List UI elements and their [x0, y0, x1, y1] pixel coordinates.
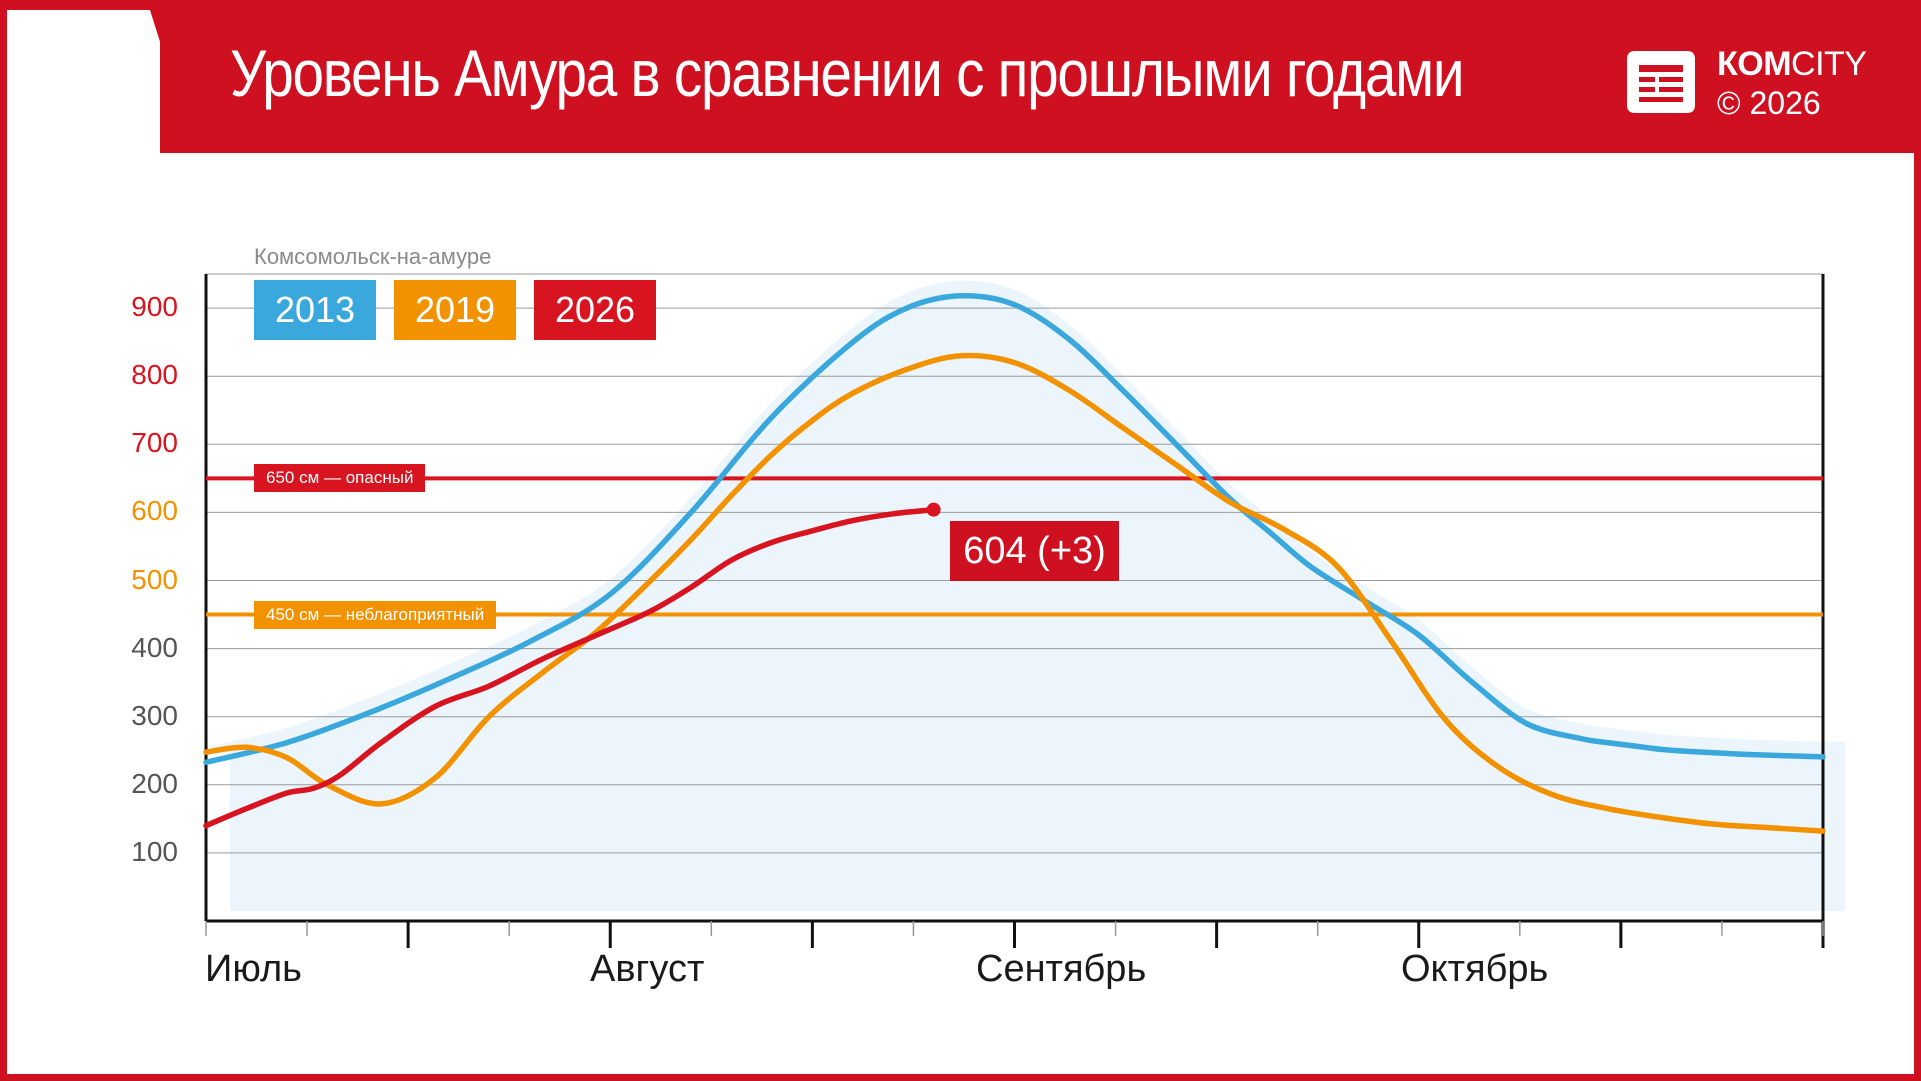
month-label-september: Сентябрь — [976, 948, 1147, 990]
month-label-october: Октябрь — [1401, 948, 1549, 990]
y-tick-label-700: 700 — [131, 427, 178, 459]
copyright: © 2026 — [1717, 85, 1821, 121]
y-tick-label-200: 200 — [131, 767, 178, 799]
newspaper-logo-icon — [1627, 51, 1695, 113]
y-tick-label-400: 400 — [131, 631, 178, 663]
y-tick-label-300: 300 — [131, 699, 178, 731]
y-tick-label-500: 500 — [131, 563, 178, 595]
location-label: Комсомольск-на-амуре — [254, 244, 492, 269]
threshold-label-unfavorable: 450 см — неблагоприятный — [254, 600, 497, 629]
threshold-label-dangerous: 650 см — опасный — [254, 464, 426, 493]
y-tick-label-600: 600 — [131, 495, 178, 527]
y-tick-label-800: 800 — [131, 359, 178, 391]
legend-item-2026: 2026 — [534, 280, 656, 340]
series-line-2013 — [203, 292, 1826, 766]
header-band — [0, 0, 1921, 153]
month-label-july: Июль — [205, 948, 302, 990]
current-level-callout: 604 (+3) — [950, 521, 1119, 581]
series-line-2019 — [203, 352, 1826, 834]
y-tick-label-100: 100 — [131, 835, 178, 867]
area-band-2013 — [206, 280, 1845, 911]
brand-name: КОМCITY — [1717, 45, 1867, 83]
legend-item-2019: 2019 — [394, 280, 516, 340]
page-title: Уровень Амура в сравнении с прошлыми год… — [230, 36, 1465, 110]
brand: КОМCITY © 2026 — [1625, 45, 1885, 125]
header-slant — [0, 10, 160, 153]
series-line-2026 — [203, 506, 937, 829]
month-label-august: Август — [590, 948, 705, 990]
series-endpoint-2026 — [926, 502, 941, 517]
legend-item-2013: 2013 — [254, 280, 376, 340]
y-tick-label-900: 900 — [131, 291, 178, 323]
